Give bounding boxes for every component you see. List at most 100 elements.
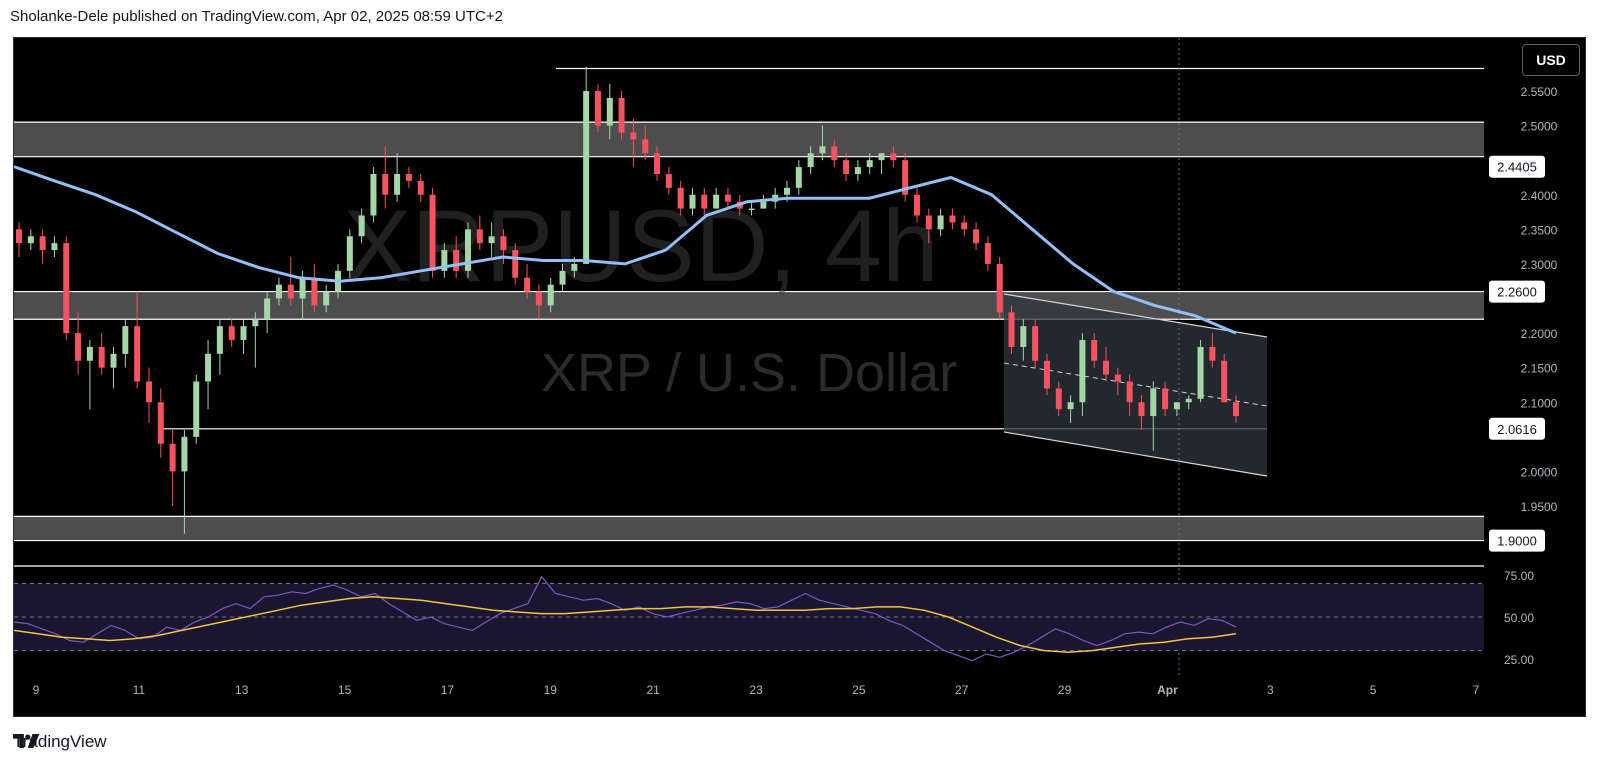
price-label-text: 2.2600 [1497, 285, 1537, 300]
time-tick-label: 27 [955, 683, 969, 697]
price-label-text: 2.4405 [1497, 160, 1537, 175]
zone-band [14, 122, 1484, 157]
candle-body [311, 277, 318, 306]
price-chart[interactable]: XRPUSD, 4h XRP / U.S. Dollar 2.5500 2.500… [14, 38, 1587, 718]
watermark-symbol: XRPUSD, 4h [343, 189, 938, 303]
candle-body [594, 91, 601, 126]
candle-body [1150, 388, 1157, 417]
candle-body [145, 381, 152, 403]
candle-body [86, 346, 93, 361]
candle-body [1032, 326, 1039, 361]
price-label-box [1489, 529, 1545, 552]
candle-body [784, 187, 791, 195]
candle-body [973, 229, 980, 244]
candle-body [1185, 398, 1192, 403]
tradingview-footer: TradingView [13, 732, 107, 752]
candle-body [441, 250, 448, 271]
candle-body [1162, 388, 1169, 410]
candle-body [275, 284, 282, 299]
candle-body [819, 146, 826, 154]
time-tick-label: 15 [338, 683, 352, 697]
candle-body [464, 229, 471, 271]
candle-body [1221, 360, 1228, 403]
candle-body [1008, 312, 1015, 347]
time-tick-label: 23 [749, 683, 763, 697]
price-tick-label: 2.0000 [1521, 465, 1558, 479]
candle-body [559, 270, 566, 285]
time-tick-label: 3 [1267, 683, 1274, 697]
candle-body [937, 215, 944, 230]
publisher-header: Sholanke-Dele published on TradingView.c… [10, 8, 503, 25]
candle-body [996, 263, 1003, 313]
candle-body [1197, 346, 1204, 399]
candle-body [394, 174, 401, 195]
zone-band [14, 291, 1484, 320]
time-axis[interactable]: 9 11 13 15 17 19 21 23 25 27 29 Apr 3 5 7 [33, 683, 1480, 697]
time-tick-label: 17 [441, 683, 455, 697]
channel-fill [1004, 294, 1267, 476]
time-tick-label: 11 [133, 683, 146, 697]
candlestick-series[interactable] [16, 66, 1239, 534]
support-resistance-zones [14, 121, 1484, 542]
candle-body [925, 215, 932, 230]
candle-body [701, 194, 708, 209]
candle-body [358, 215, 365, 237]
candle-body [63, 243, 70, 334]
candle-body [961, 222, 968, 230]
candle-body [1233, 402, 1239, 417]
time-tick-label: 7 [1473, 683, 1480, 697]
candle-body [1173, 402, 1180, 410]
candle-body [689, 194, 696, 209]
moving-average-line [14, 165, 1237, 335]
candle-body [134, 326, 141, 382]
candle-body [110, 353, 117, 368]
candle-body [488, 236, 495, 244]
candle-body [264, 298, 271, 320]
zone-band [14, 516, 1484, 541]
candle-body [16, 229, 22, 244]
candle-body [1067, 402, 1074, 410]
price-tick-label: 1.9500 [1521, 500, 1558, 514]
candle-body [346, 236, 353, 271]
candle-body [724, 194, 731, 202]
price-tick-label: 2.4000 [1521, 189, 1558, 203]
candle-body [287, 284, 294, 299]
candle-body [157, 402, 164, 444]
rsi-tick-label: 50.00 [1504, 611, 1534, 625]
rsi-tick-label: 25.00 [1504, 653, 1534, 667]
candle-body [323, 291, 330, 306]
candle-body [181, 436, 188, 472]
tradingview-logo-icon [13, 734, 40, 748]
candle-body [417, 180, 424, 195]
price-label-text: 1.9000 [1497, 534, 1537, 549]
candle-body [760, 201, 767, 209]
candle-body [866, 160, 873, 168]
candle-body [630, 132, 637, 140]
candle-body [618, 97, 625, 133]
time-tick-label: 21 [646, 683, 660, 697]
time-tick-label: Apr [1157, 683, 1178, 697]
candle-body [1126, 381, 1133, 403]
price-tick-label: 2.3000 [1521, 258, 1558, 272]
candle-body [713, 194, 720, 209]
candle-body [405, 174, 412, 181]
candle-body [535, 291, 542, 306]
candle-body [843, 160, 850, 174]
candle-body [512, 250, 519, 278]
currency-button[interactable]: USD [1522, 44, 1580, 76]
price-axis[interactable]: 2.5500 2.5000 2.4000 2.3500 2.3000 2.2000 2.15… [1489, 85, 1558, 667]
candle-body [453, 250, 460, 271]
time-tick-label: 29 [1058, 683, 1072, 697]
time-tick-label: 13 [235, 683, 249, 697]
candle-body [913, 194, 920, 216]
rsi-pane[interactable] [14, 575, 1484, 662]
chart-frame[interactable]: XRPUSD, 4h XRP / U.S. Dollar 2.5500 2.500… [13, 37, 1586, 717]
candle-body [205, 353, 212, 382]
watermark-name: XRP / U.S. Dollar [541, 343, 957, 403]
time-tick-label: 19 [544, 683, 558, 697]
candle-body [665, 174, 672, 188]
rsi-ma-line [14, 596, 1237, 654]
candle-body [75, 333, 82, 361]
symbol-watermark: XRPUSD, 4h XRP / U.S. Dollar [343, 189, 957, 403]
candle-body [500, 236, 507, 251]
